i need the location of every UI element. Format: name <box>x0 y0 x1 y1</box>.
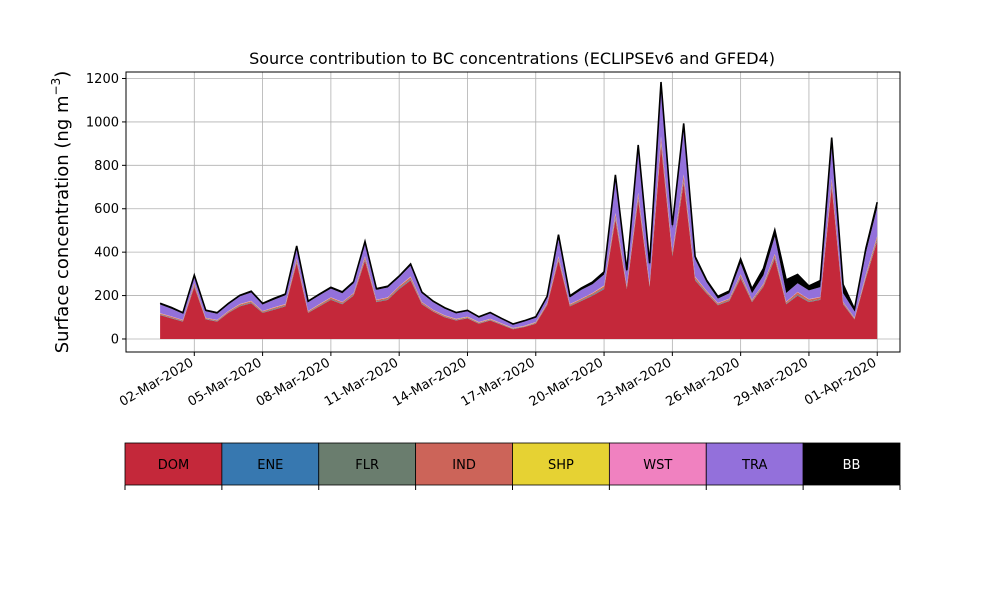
y-axis: 0 200 400 600 800 1000 1200 <box>86 72 126 347</box>
y-tick-label: 800 <box>94 159 119 174</box>
area-ind <box>160 138 878 329</box>
area-flr <box>160 142 878 329</box>
y-tick-label: 1000 <box>86 115 119 130</box>
x-tick-label: 17-Mar-2020 <box>459 355 538 409</box>
plot-frame <box>125 71 901 353</box>
x-tick-label: 01-Apr-2020 <box>802 355 879 408</box>
area-tra <box>160 86 878 328</box>
legend-label-flr: FLR <box>355 458 379 473</box>
y-axis-label-close: ) <box>52 71 73 78</box>
legend-swatch-shp <box>512 442 610 486</box>
x-tick-label: 08-Mar-2020 <box>254 355 333 409</box>
legend-colorbar: DOM ENE FLR IND SHP WST TRA BB <box>124 442 901 490</box>
y-tick-label: 400 <box>94 246 119 261</box>
x-tick-label: 02-Mar-2020 <box>117 355 196 409</box>
x-tick-label: 20-Mar-2020 <box>527 355 606 409</box>
area-ene <box>160 144 878 330</box>
x-tick-label: 26-Mar-2020 <box>664 355 743 409</box>
stacked-areas <box>159 81 878 339</box>
y-tick-label: 1200 <box>86 72 119 87</box>
legend-label-shp: SHP <box>548 458 574 473</box>
x-axis: 02-Mar-202005-Mar-202008-Mar-202011-Mar-… <box>117 352 879 410</box>
y-axis-label-text: Surface concentration (ng m <box>52 95 73 353</box>
legend-label-bb: BB <box>843 458 861 473</box>
legend-label-tra: TRA <box>741 458 767 473</box>
legend-swatch-ind <box>415 442 513 486</box>
legend-swatch-wst <box>608 442 707 486</box>
x-tick-label: 29-Mar-2020 <box>732 355 811 409</box>
x-tick-label: 23-Mar-2020 <box>595 355 674 409</box>
y-tick-label: 0 <box>111 332 119 347</box>
y-tick-label: 600 <box>94 202 119 217</box>
legend-label-ind: IND <box>452 458 476 473</box>
x-tick-label: 14-Mar-2020 <box>390 355 469 409</box>
x-tick-label: 11-Mar-2020 <box>322 355 401 409</box>
legend-label-dom: DOM <box>158 458 189 473</box>
y-axis-label-sup: −3 <box>49 78 63 96</box>
legend-label-wst: WST <box>643 458 672 473</box>
legend-swatch-bb <box>802 442 901 486</box>
y-tick-label: 200 <box>94 289 119 304</box>
legend-swatch-ene <box>221 442 320 486</box>
legend-swatch-flr <box>318 442 417 486</box>
area-wst <box>160 136 878 329</box>
legend-swatch-tra <box>705 442 804 486</box>
chart-title: Source contribution to BC concentrations… <box>249 49 775 68</box>
y-axis-label: Surface concentration (ng m−3) <box>49 71 73 354</box>
x-tick-label: 05-Mar-2020 <box>185 355 264 409</box>
legend-swatch-dom <box>124 442 223 486</box>
total-line <box>159 81 878 325</box>
area-dom <box>160 145 878 339</box>
area-shp <box>160 137 878 329</box>
legend-label-ene: ENE <box>257 458 283 473</box>
